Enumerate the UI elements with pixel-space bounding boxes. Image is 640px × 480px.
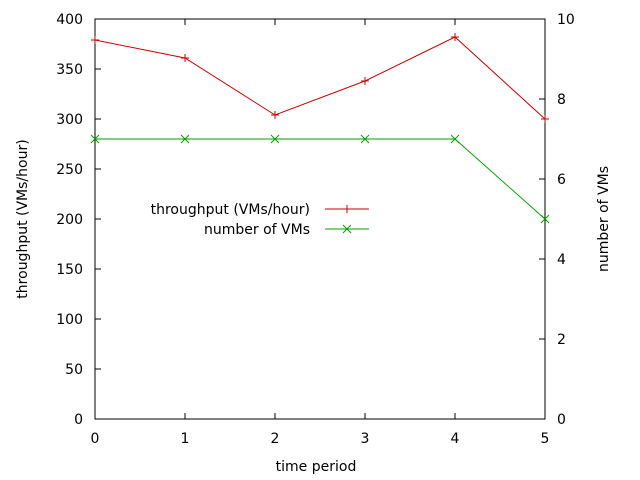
x-tick-label: 2	[271, 431, 280, 447]
y2-tick-label: 4	[557, 252, 566, 268]
y2-axis-label: number of VMs	[596, 166, 612, 272]
data-point	[181, 54, 189, 62]
data-point	[270, 134, 280, 144]
data-point	[90, 134, 100, 144]
data-point	[180, 134, 190, 144]
y-tick-label: 0	[74, 412, 83, 428]
x-tick-label: 3	[361, 431, 370, 447]
data-point	[361, 77, 369, 85]
plot-frame	[94, 18, 546, 420]
y-tick-label: 300	[56, 112, 83, 128]
data-point	[271, 111, 279, 119]
y2-tick-label: 10	[557, 12, 575, 28]
y2-tick-label: 6	[557, 172, 566, 188]
marker-stroke	[270, 134, 280, 144]
data-point	[451, 33, 459, 41]
data-point	[360, 134, 370, 144]
y2-tick-label: 2	[557, 332, 566, 348]
y-tick-label: 250	[56, 162, 83, 178]
legend-entry: number of VMs	[204, 222, 369, 238]
data-point	[450, 134, 460, 144]
y-tick-label: 50	[65, 362, 83, 378]
x-tick-label: 4	[451, 431, 460, 447]
series-throughput	[91, 33, 549, 123]
y-tick-label: 200	[56, 212, 83, 228]
y-tick-label: 150	[56, 262, 83, 278]
y-axis-label: throughput (VMs/hour)	[15, 139, 31, 298]
marker-stroke	[342, 224, 352, 234]
marker-stroke	[360, 134, 370, 144]
legend-label: number of VMs	[204, 222, 310, 238]
y2-tick-label: 0	[557, 412, 566, 428]
y-tick-label: 400	[56, 12, 83, 28]
marker-stroke	[180, 134, 190, 144]
marker-stroke	[90, 134, 100, 144]
marker-stroke	[450, 134, 460, 144]
data-point	[91, 36, 99, 44]
series-number-of-vms	[90, 134, 550, 224]
y-tick-label: 350	[56, 62, 83, 78]
legend-marker	[342, 224, 352, 234]
x-axis-label: time period	[276, 459, 357, 475]
legend-label: throughput (VMs/hour)	[151, 202, 310, 218]
y-tick-label: 100	[56, 312, 83, 328]
x-tick-label: 5	[541, 431, 550, 447]
series-line	[95, 138, 546, 220]
x-tick-label: 0	[91, 431, 100, 447]
series-line	[94, 36, 546, 120]
data-point	[541, 115, 549, 123]
y2-tick-label: 8	[557, 92, 566, 108]
x-tick-label: 1	[181, 431, 190, 447]
legend-marker	[343, 205, 351, 213]
marker-stroke	[540, 214, 550, 224]
data-point	[540, 214, 550, 224]
legend-entry: throughput (VMs/hour)	[151, 202, 369, 218]
